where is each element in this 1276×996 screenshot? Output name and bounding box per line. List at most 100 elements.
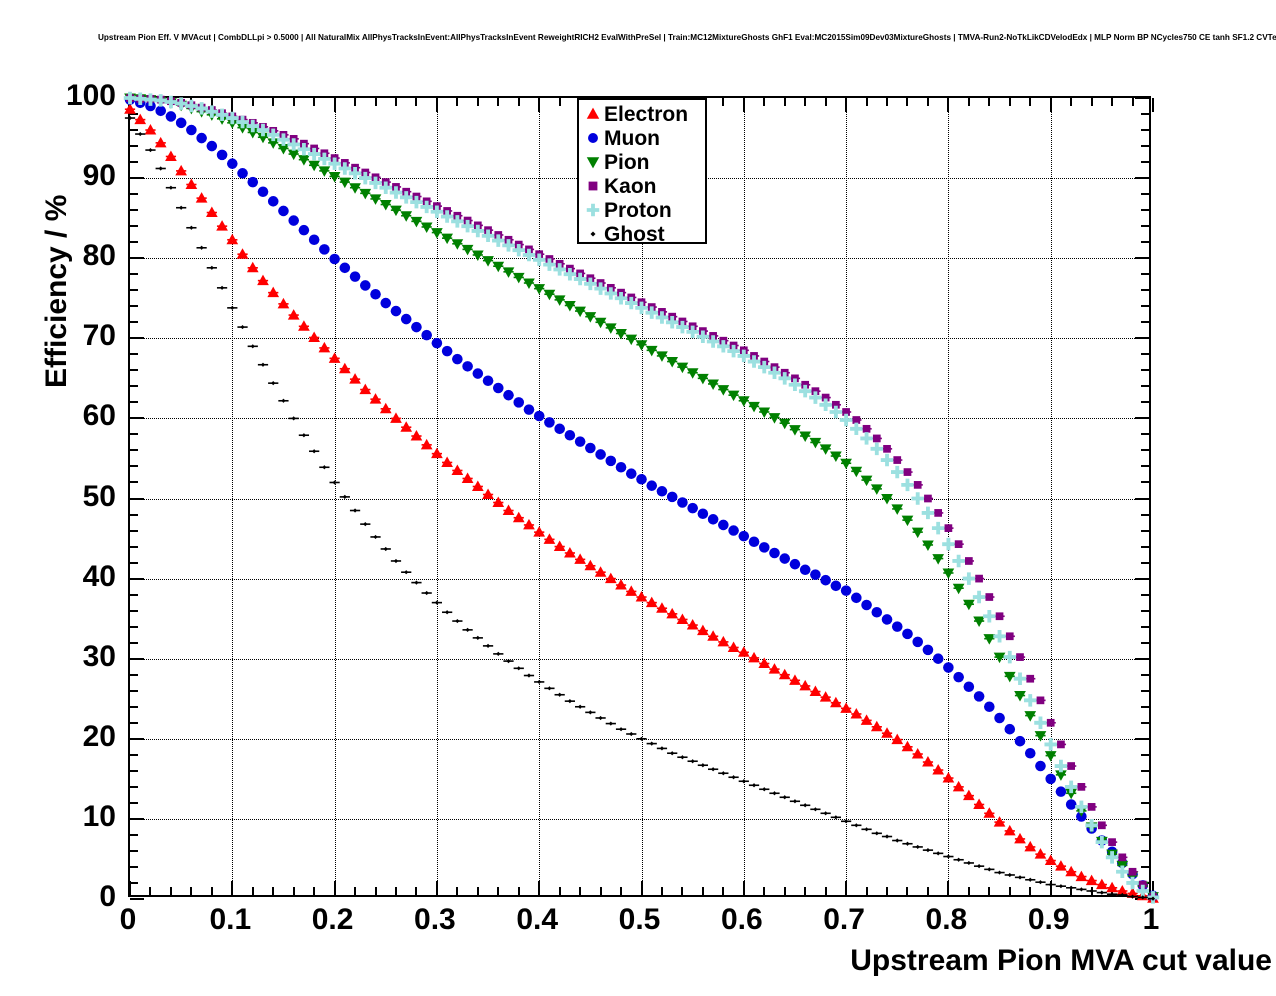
y-axis-tick (1135, 257, 1149, 260)
triangle-up-icon (583, 104, 603, 124)
y-axis-minor-tick (130, 529, 138, 532)
x-axis-tick-label: 0.6 (720, 903, 763, 936)
y-axis-minor-tick (130, 721, 138, 724)
x-axis-minor-tick (804, 98, 807, 106)
y-axis-minor-tick (130, 273, 138, 276)
y-axis-minor-tick (1141, 113, 1149, 116)
x-axis-minor-tick (374, 98, 377, 106)
x-axis-minor-tick (824, 98, 827, 106)
x-axis-minor-tick (906, 887, 909, 895)
grid-line-vertical (539, 98, 541, 895)
x-axis-minor-tick (599, 887, 602, 895)
legend-item-kaon[interactable]: Kaon (583, 174, 705, 198)
legend: Electron Muon Pion Kaon Proton Ghost (577, 98, 707, 246)
x-axis-minor-tick (1008, 887, 1011, 895)
x-axis-tick-label: 0.9 (1027, 903, 1070, 936)
x-axis-tick (538, 98, 541, 112)
y-axis-tick (1135, 417, 1149, 420)
x-axis-tick (845, 881, 848, 895)
x-axis-minor-tick (354, 98, 357, 106)
x-axis-minor-tick (763, 887, 766, 895)
dot-icon (583, 224, 603, 244)
grid-line-vertical (743, 98, 745, 895)
y-axis-tick (130, 257, 144, 260)
x-axis-tick-label: 0.3 (414, 903, 456, 936)
y-axis-tick (1135, 657, 1149, 660)
y-axis-tick-label: 10 (82, 799, 116, 833)
y-axis-minor-tick (130, 545, 138, 548)
x-axis-minor-tick (681, 887, 684, 895)
y-axis-tick (130, 497, 144, 500)
y-axis-minor-tick (1141, 225, 1149, 228)
y-axis-minor-tick (130, 769, 138, 772)
y-axis-tick-label: 60 (82, 399, 116, 433)
y-axis-minor-tick (130, 785, 138, 788)
x-axis-minor-tick (886, 98, 889, 106)
y-axis-minor-tick (1141, 881, 1149, 884)
y-axis-tick-label: 20 (82, 719, 116, 753)
x-axis-minor-tick (926, 887, 929, 895)
x-axis-minor-tick (210, 887, 213, 895)
y-axis-minor-tick (1141, 641, 1149, 644)
y-axis-minor-tick (1141, 369, 1149, 372)
x-axis-minor-tick (1090, 98, 1093, 106)
x-axis-minor-tick (701, 887, 704, 895)
grid-line-horizontal (130, 418, 1149, 420)
x-axis-minor-tick (722, 887, 725, 895)
legend-item-pion[interactable]: Pion (583, 150, 705, 174)
y-axis-minor-tick (1141, 769, 1149, 772)
y-axis-tick (130, 898, 144, 900)
y-axis-minor-tick (130, 433, 138, 436)
grid-line-horizontal (130, 658, 1149, 660)
y-axis-minor-tick (1141, 209, 1149, 212)
x-axis-minor-tick (517, 887, 520, 895)
y-axis-tick-label: 100 (65, 79, 116, 112)
y-axis-minor-tick (1141, 593, 1149, 596)
legend-item-muon[interactable]: Muon (583, 126, 705, 150)
y-axis-minor-tick (130, 449, 138, 452)
y-axis-tick-label: 40 (82, 559, 116, 593)
y-axis-tick-label: 50 (82, 479, 116, 513)
y-axis-tick-label: 80 (82, 239, 116, 273)
x-axis-minor-tick (967, 98, 970, 106)
x-axis-minor-tick (272, 887, 275, 895)
y-axis-minor-tick (130, 561, 138, 564)
legend-item-ghost[interactable]: Ghost (583, 222, 705, 246)
y-axis-minor-tick (130, 689, 138, 692)
y-axis-tick-label: 0 (99, 880, 116, 913)
y-axis-minor-tick (1141, 545, 1149, 548)
legend-label: Pion (604, 150, 650, 174)
y-axis-tick (130, 97, 144, 99)
legend-label: Electron (604, 102, 689, 126)
y-axis-minor-tick (1141, 193, 1149, 196)
x-axis-minor-tick (804, 887, 807, 895)
x-axis-minor-tick (906, 98, 909, 106)
x-axis-minor-tick (292, 887, 295, 895)
x-axis-tick (129, 98, 131, 112)
y-axis-tick (130, 577, 144, 580)
x-axis-tick (231, 98, 234, 112)
y-axis-minor-tick (1141, 705, 1149, 708)
y-axis-tick (130, 337, 144, 340)
x-axis-minor-tick (620, 887, 623, 895)
x-axis-tick (333, 98, 336, 112)
legend-item-proton[interactable]: Proton (583, 198, 705, 222)
y-axis-minor-tick (130, 305, 138, 308)
cross-icon (583, 200, 603, 220)
y-axis-tick (1135, 577, 1149, 580)
y-axis-tick (130, 417, 144, 420)
x-axis-tick (742, 881, 745, 895)
y-axis-minor-tick (130, 865, 138, 868)
x-axis-minor-tick (169, 887, 172, 895)
y-axis-minor-tick (130, 321, 138, 324)
x-axis-tick (538, 881, 541, 895)
legend-item-electron[interactable]: Electron (583, 102, 705, 126)
x-axis-tick-label: 0.2 (311, 903, 354, 936)
y-axis-minor-tick (130, 465, 138, 468)
x-axis-minor-tick (967, 887, 970, 895)
x-axis-minor-tick (558, 887, 561, 895)
x-axis-tick-label: 0.4 (516, 903, 559, 936)
x-axis-tick (1049, 98, 1052, 112)
x-axis-tick (435, 881, 438, 895)
x-axis-title: Upstream Pion MVA cut value (850, 944, 1272, 977)
